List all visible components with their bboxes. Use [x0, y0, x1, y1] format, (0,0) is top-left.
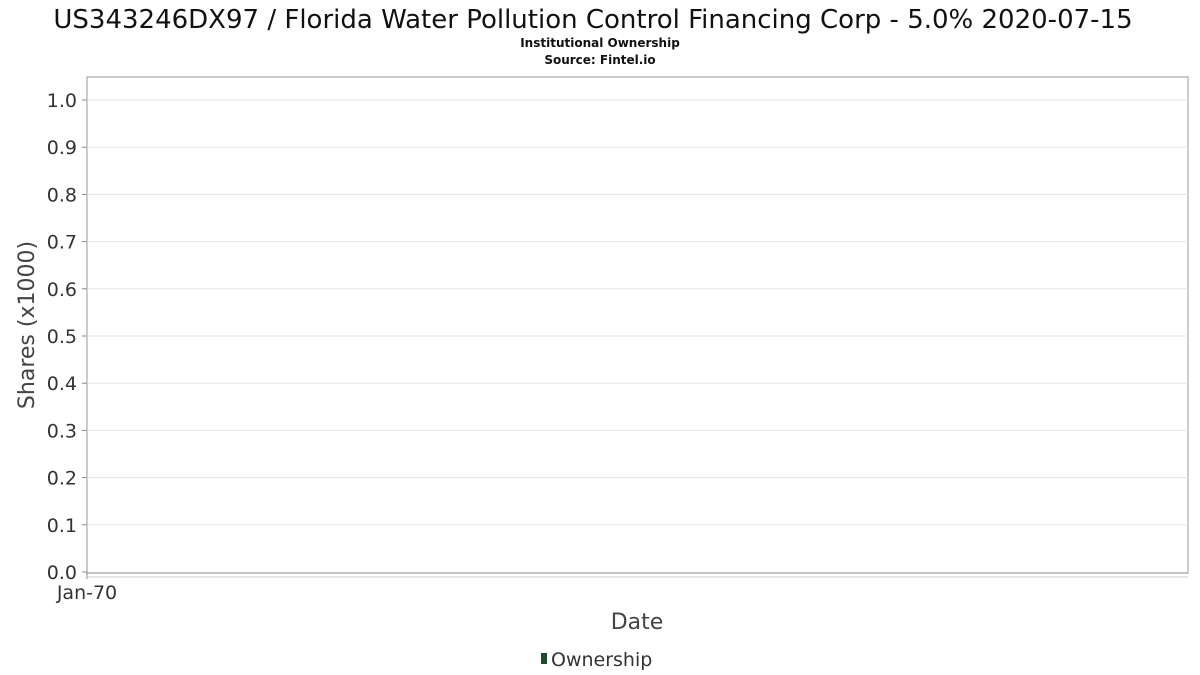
- legend-swatch-ownership: [541, 653, 547, 664]
- y-tick-label: 0.2: [47, 468, 77, 490]
- y-tick-label: 1.0: [47, 90, 77, 112]
- chart-title: US343246DX97 / Florida Water Pollution C…: [53, 5, 1132, 35]
- y-tick-label: 0.4: [47, 373, 77, 395]
- y-tick-label: 0.5: [47, 326, 77, 348]
- y-tick-label: 0.1: [47, 515, 77, 537]
- plot-area: [86, 76, 1189, 574]
- x-tick-label: Jan-70: [56, 582, 117, 604]
- y-tick-label: 0.3: [47, 420, 77, 442]
- y-tick-label: 0.0: [47, 562, 77, 584]
- y-tick-label: 0.8: [47, 184, 77, 206]
- y-axis-ticks: 0.0 0.1 0.2 0.3 0.4 0.5 0.6 0.7 0.8 0.9 1.0: [47, 90, 87, 584]
- y-tick-label: 0.6: [47, 279, 77, 301]
- legend: Ownership: [541, 649, 652, 671]
- y-tick-label: 0.7: [47, 232, 77, 254]
- chart-source: Source: Fintel.io: [544, 53, 655, 67]
- legend-label-ownership: Ownership: [551, 649, 652, 671]
- y-tick-label: 0.9: [47, 137, 77, 159]
- x-axis-ticks: Jan-70: [56, 573, 117, 604]
- y-axis-title: Shares (x1000): [15, 241, 40, 409]
- chart-subtitle: Institutional Ownership: [520, 36, 680, 50]
- x-axis-title: Date: [611, 610, 664, 635]
- gridlines: [87, 99, 1188, 526]
